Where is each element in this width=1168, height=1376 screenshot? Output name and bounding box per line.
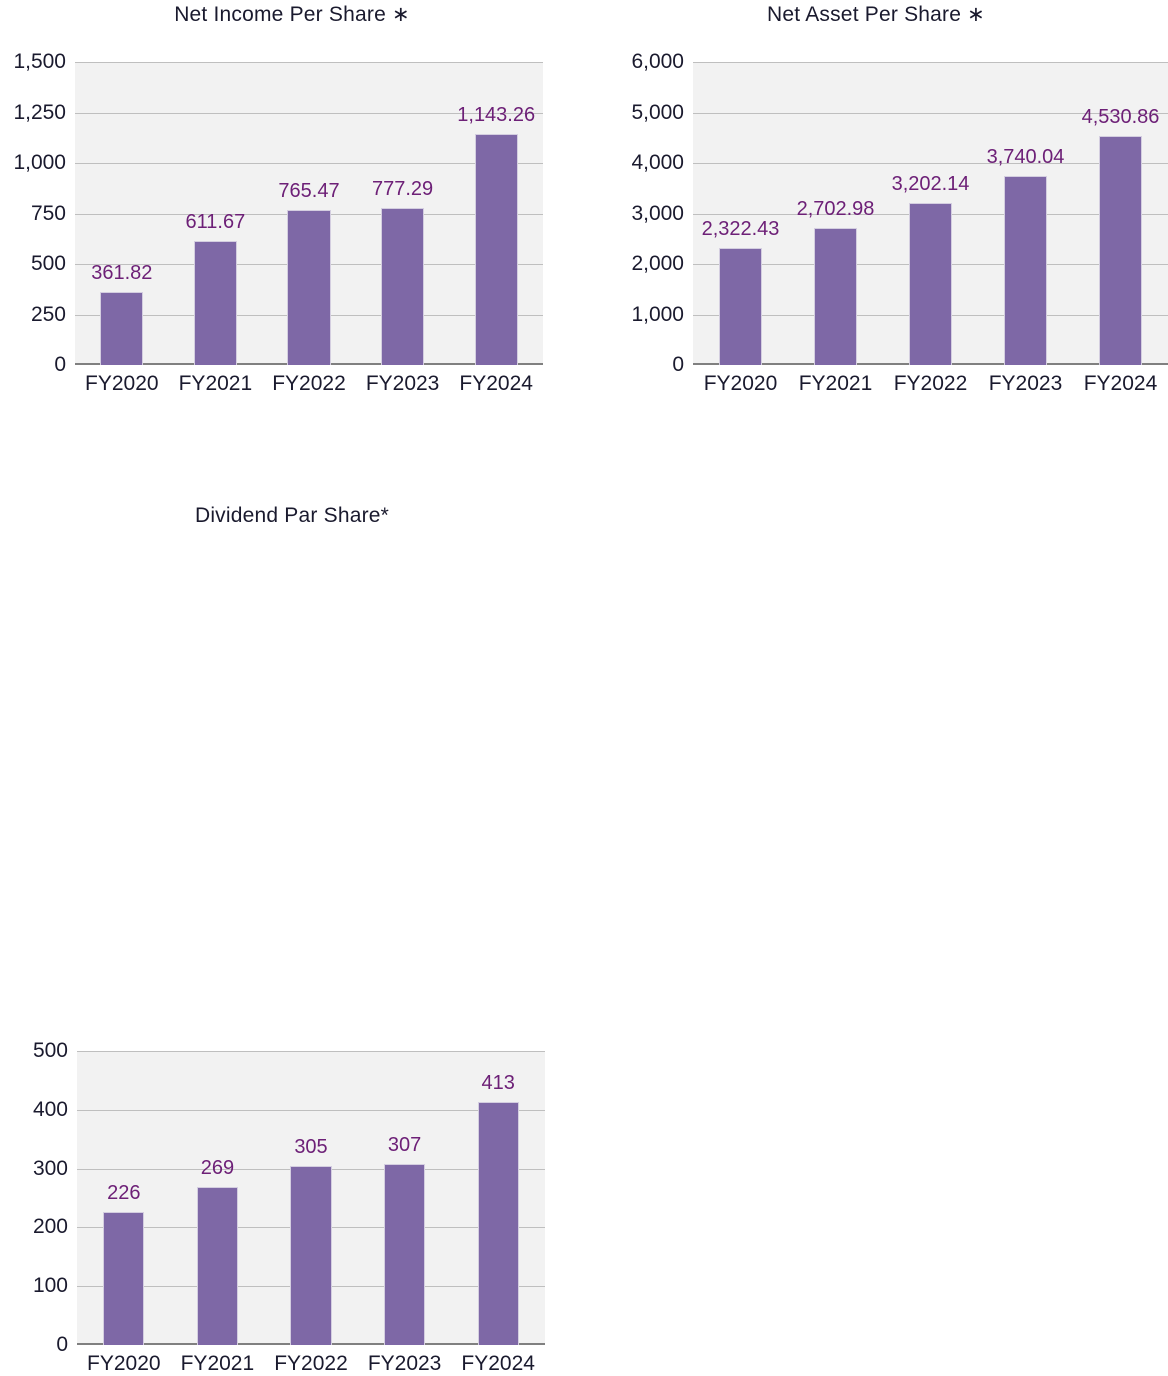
y-axis-tick-label: 3,000 bbox=[631, 201, 684, 225]
x-axis-tick-label: FY2022 bbox=[893, 372, 968, 395]
y-axis-tick-label: 5,000 bbox=[631, 100, 684, 124]
y-axis-tick-label: 500 bbox=[32, 1039, 68, 1062]
y-axis-tick-label: 0 bbox=[56, 1333, 68, 1356]
bar-value-label: 3,740.04 bbox=[986, 146, 1065, 169]
chart-title: Dividend Par Share* bbox=[194, 504, 390, 527]
bar-value-label: 611.67 bbox=[185, 211, 246, 234]
bar[interactable] bbox=[1098, 136, 1143, 365]
bar-value-label: 307 bbox=[387, 1134, 422, 1157]
x-axis-tick-label: FY2022 bbox=[272, 372, 346, 395]
bar[interactable] bbox=[1003, 176, 1048, 365]
y-axis-tick-label: 750 bbox=[30, 201, 66, 225]
y-axis-tick-label: 500 bbox=[30, 252, 66, 275]
bar-value-label: 777.29 bbox=[372, 177, 434, 200]
plot-area bbox=[77, 1051, 545, 1345]
bar[interactable] bbox=[100, 291, 144, 365]
gridline bbox=[693, 113, 1168, 114]
x-axis-tick-label: FY2023 bbox=[367, 1352, 442, 1375]
y-axis-tick-label: 1,000 bbox=[631, 302, 684, 326]
bar[interactable] bbox=[381, 207, 425, 365]
y-axis-tick-label: 2,000 bbox=[631, 252, 684, 275]
y-axis-tick-label: 4,000 bbox=[631, 151, 684, 174]
gridline bbox=[75, 163, 543, 164]
y-axis-tick-label: 1,000 bbox=[13, 151, 66, 174]
y-axis-tick-label: 100 bbox=[32, 1274, 68, 1298]
bar[interactable] bbox=[384, 1164, 426, 1345]
bar-value-label: 305 bbox=[294, 1135, 328, 1158]
gridline bbox=[77, 1051, 545, 1052]
bar[interactable] bbox=[477, 1102, 519, 1345]
y-axis-tick-label: 1,500 bbox=[13, 50, 66, 73]
y-axis-tick-label: 250 bbox=[30, 302, 66, 326]
bar[interactable] bbox=[813, 228, 858, 365]
x-axis-tick-label: FY2020 bbox=[703, 372, 778, 395]
gridline bbox=[693, 163, 1168, 164]
gridline bbox=[77, 1110, 545, 1111]
x-axis-tick-label: FY2024 bbox=[459, 372, 533, 395]
bar[interactable] bbox=[718, 247, 763, 365]
x-axis-tick-label: FY2024 bbox=[461, 1352, 535, 1375]
bar[interactable] bbox=[287, 210, 331, 365]
bar-value-label: 765.47 bbox=[278, 180, 340, 203]
x-axis-tick-label: FY2023 bbox=[365, 372, 440, 395]
y-axis-tick-label: 300 bbox=[32, 1156, 68, 1180]
x-axis-tick-label: FY2020 bbox=[87, 1352, 161, 1375]
chart-dividend-par-share: Dividend Par Share* 0 100 200 300 400 500 226 FY… bbox=[0, 490, 584, 1375]
y-axis-tick-label: 0 bbox=[54, 353, 66, 376]
y-axis-tick-label: 200 bbox=[32, 1215, 68, 1239]
bar[interactable] bbox=[103, 1212, 145, 1345]
x-axis-tick-label: FY2023 bbox=[988, 372, 1063, 395]
x-axis-tick-label: FY2021 bbox=[178, 372, 253, 395]
bar-value-label: 269 bbox=[200, 1156, 235, 1179]
bar-value-label: 2,322.43 bbox=[701, 217, 780, 240]
gridline bbox=[75, 62, 543, 63]
x-axis-tick-label: FY2022 bbox=[274, 1352, 348, 1375]
bar[interactable] bbox=[196, 1186, 238, 1345]
chart-title: Net Asset Per Share ∗ bbox=[767, 3, 985, 26]
bar-value-label: 1,143.26 bbox=[457, 104, 536, 127]
bar-value-label: 4,530.86 bbox=[1081, 106, 1160, 129]
chart-net-income-per-share: Net Income Per Share ∗ 0 250 500 750 1,000 1,2… bbox=[0, 0, 584, 400]
x-axis-tick-label: FY2021 bbox=[180, 1352, 255, 1375]
chart-net-asset-per-share: Net Asset Per Share ∗ 0 1,000 2,000 3,000 4,0… bbox=[584, 0, 1168, 400]
chart-title: Net Income Per Share ∗ bbox=[174, 3, 410, 26]
bar-value-label: 226 bbox=[107, 1182, 141, 1205]
y-axis-tick-label: 400 bbox=[32, 1097, 68, 1121]
y-axis-tick-label: 1,250 bbox=[13, 100, 66, 124]
x-axis-tick-label: FY2020 bbox=[85, 372, 159, 395]
plot-area bbox=[693, 62, 1168, 365]
y-axis-tick-label: 0 bbox=[672, 353, 684, 376]
bar-value-label: 2,702.98 bbox=[796, 198, 875, 221]
y-axis-tick-label: 6,000 bbox=[631, 50, 684, 73]
bar[interactable] bbox=[290, 1165, 332, 1345]
bar[interactable] bbox=[908, 203, 953, 365]
gridline bbox=[75, 113, 543, 114]
bar[interactable] bbox=[193, 241, 237, 365]
x-axis-tick-label: FY2021 bbox=[798, 372, 873, 395]
bar-value-label: 3,202.14 bbox=[891, 173, 970, 196]
plot-area bbox=[75, 62, 543, 365]
x-axis-tick-label: FY2024 bbox=[1083, 372, 1158, 395]
bar-value-label: 413 bbox=[481, 1072, 515, 1095]
bar-value-label: 361.82 bbox=[91, 261, 153, 284]
gridline bbox=[693, 62, 1168, 63]
bar[interactable] bbox=[474, 134, 518, 365]
